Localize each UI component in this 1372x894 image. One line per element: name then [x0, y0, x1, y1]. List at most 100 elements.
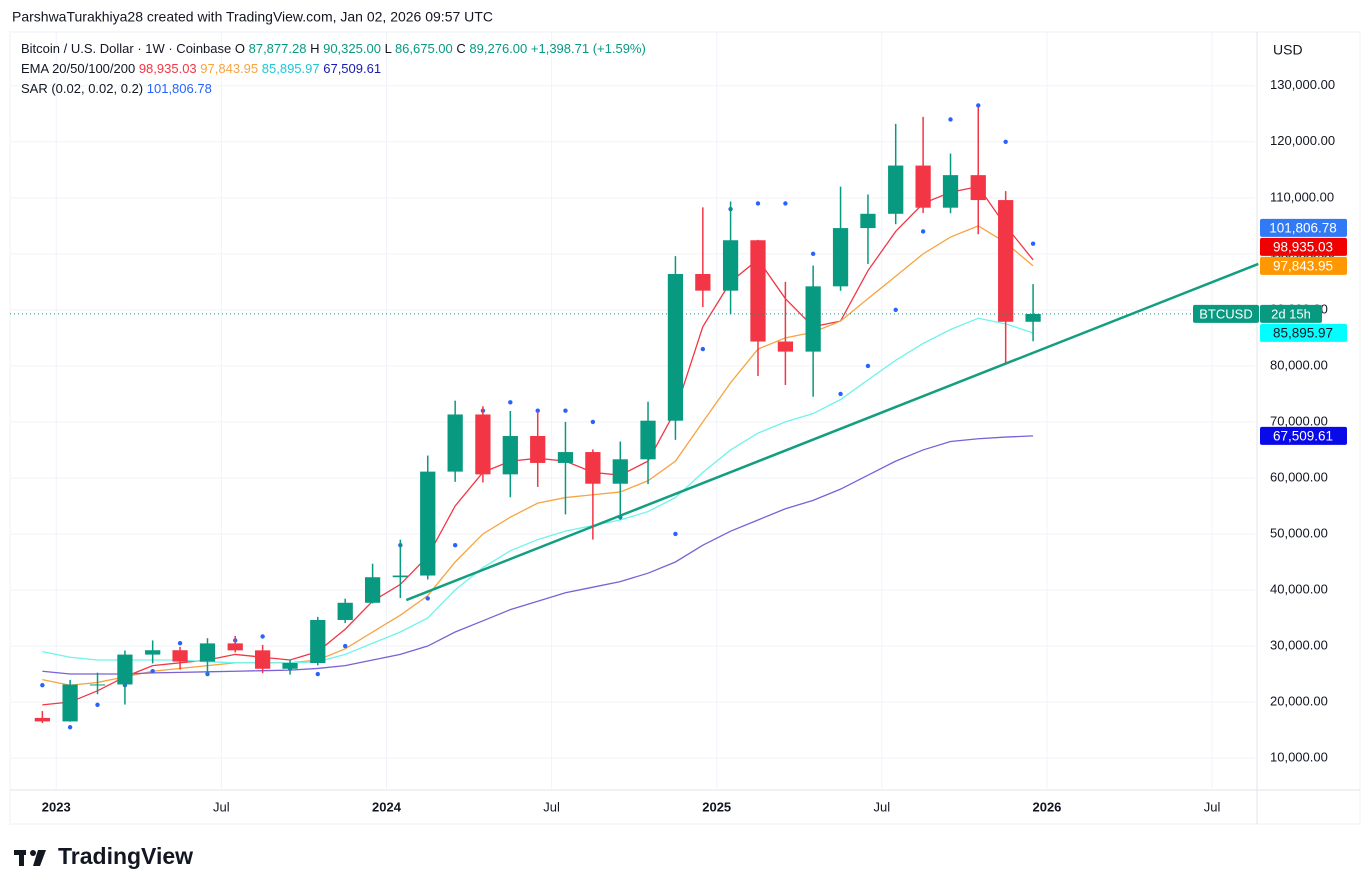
candle-body [998, 200, 1014, 322]
candle-body [310, 619, 326, 663]
y-tick-label: 50,000.00 [1270, 525, 1328, 540]
sar-dot [838, 391, 843, 397]
change: +1,398.71 (+1.59%) [531, 41, 646, 56]
candle-body [475, 414, 491, 475]
caption: ParshwaTurakhiya28 created with TradingV… [12, 9, 493, 25]
countdown-tag [1260, 304, 1322, 323]
candle-body [640, 420, 656, 460]
y-tick-label: 30,000.00 [1270, 637, 1328, 652]
price-tag-label: 85,895.97 [1273, 325, 1333, 340]
candle-body [915, 165, 931, 208]
legend-row: SAR (0.02, 0.02, 0.2) 101,806.78 [21, 81, 212, 96]
sar-dot [342, 643, 348, 649]
y-tick-label: 10,000.00 [1270, 750, 1328, 765]
x-tick-label: 2025 [702, 799, 731, 814]
candle-body [1025, 313, 1041, 322]
sar-dot [865, 363, 871, 369]
ohlc-value: 86,675.00 [395, 41, 453, 56]
sar-dot [95, 702, 100, 708]
sar-dot [1030, 241, 1036, 246]
y-tick-label: 20,000.00 [1270, 693, 1328, 708]
price-tag [1260, 256, 1347, 275]
logo: TradingView [58, 843, 193, 869]
indicator-label: EMA 20/50/100/200 [21, 61, 135, 76]
price-tag-label: 97,843.95 [1273, 258, 1333, 273]
candle-body [447, 414, 463, 472]
sar-dot [535, 408, 540, 413]
x-tick-label: Jul [543, 799, 560, 814]
sar-dot [976, 103, 981, 108]
candle-body [255, 650, 271, 669]
x-tick-label: 2023 [42, 799, 71, 814]
sar-dot [755, 201, 761, 206]
price-tag [1260, 218, 1347, 237]
sar-dot [590, 419, 596, 425]
price-tag-label: 101,806.78 [1269, 220, 1337, 235]
sar-dot [425, 596, 430, 601]
candle-body [805, 286, 821, 352]
ohlc-value: 87,877.28 [249, 41, 307, 56]
candle-body [392, 575, 408, 578]
indicator-value: 98,935.03 [139, 61, 197, 76]
candle-body [970, 175, 986, 201]
logo-mark [14, 850, 46, 866]
price-tag-label: 67,509.61 [1273, 428, 1333, 443]
ohlc-key: C [456, 41, 465, 56]
legend-title: Bitcoin / U.S. Dollar · 1W · Coinbase [21, 41, 231, 56]
ohlc-value: 90,325.00 [323, 41, 381, 56]
ohlc-key: L [385, 41, 392, 56]
candle-body [364, 577, 381, 603]
candle-body [860, 213, 876, 229]
candle-body [722, 240, 739, 291]
candle-body [695, 274, 711, 291]
candle-body [172, 650, 188, 662]
candle-body [888, 165, 904, 214]
legend-row: EMA 20/50/100/200 98,935.03 97,843.95 85… [21, 61, 381, 76]
candle-body [667, 274, 684, 421]
candle-body [145, 650, 161, 655]
candle-body [942, 175, 959, 208]
x-tick-label: Jul [1204, 799, 1221, 814]
y-tick-label: 110,000.00 [1270, 189, 1334, 204]
sar-dot [893, 307, 898, 313]
candle-body [530, 435, 546, 463]
price-tag [1260, 426, 1347, 445]
sar-dot [260, 634, 265, 639]
sar-dot [40, 683, 45, 688]
candle-body [557, 452, 574, 463]
sar-dot [783, 201, 788, 206]
candle-body [612, 459, 628, 484]
sar-dot [150, 669, 155, 674]
sar-dot [948, 117, 953, 122]
candle-body [832, 228, 849, 287]
candle-body [34, 717, 50, 722]
y-tick-label: 80,000.00 [1270, 357, 1328, 372]
sar-dot [700, 346, 706, 352]
price-tag [1260, 237, 1347, 256]
y-tick-label: 120,000.00 [1270, 133, 1335, 148]
price-tag-label: 98,935.03 [1273, 239, 1333, 254]
candle-body [62, 684, 78, 722]
symbol-label: BTCUSD [1199, 306, 1252, 321]
candle-body [777, 341, 794, 352]
y-tick-label: 70,000.00 [1270, 413, 1328, 428]
indicator-label: SAR (0.02, 0.02, 0.2) [21, 81, 143, 96]
x-tick-label: Jul [874, 799, 891, 814]
ohlc-key: H [310, 41, 319, 56]
candle-body [337, 602, 353, 620]
candle-body [282, 662, 298, 669]
countdown-label: 2d 15h [1271, 306, 1311, 321]
x-tick-label: 2024 [372, 799, 402, 814]
legend-row: Bitcoin / U.S. Dollar · 1W · Coinbase O … [21, 41, 646, 56]
sar-dot [810, 251, 816, 257]
sar-dot [452, 542, 458, 548]
trendline [405, 262, 1259, 602]
sar-dot [315, 671, 320, 677]
sar-dot [177, 641, 183, 646]
indicator-value: 85,895.97 [262, 61, 320, 76]
ohlc-key: O [235, 41, 245, 56]
price-tag [1260, 323, 1347, 342]
sar-dot [673, 531, 678, 537]
